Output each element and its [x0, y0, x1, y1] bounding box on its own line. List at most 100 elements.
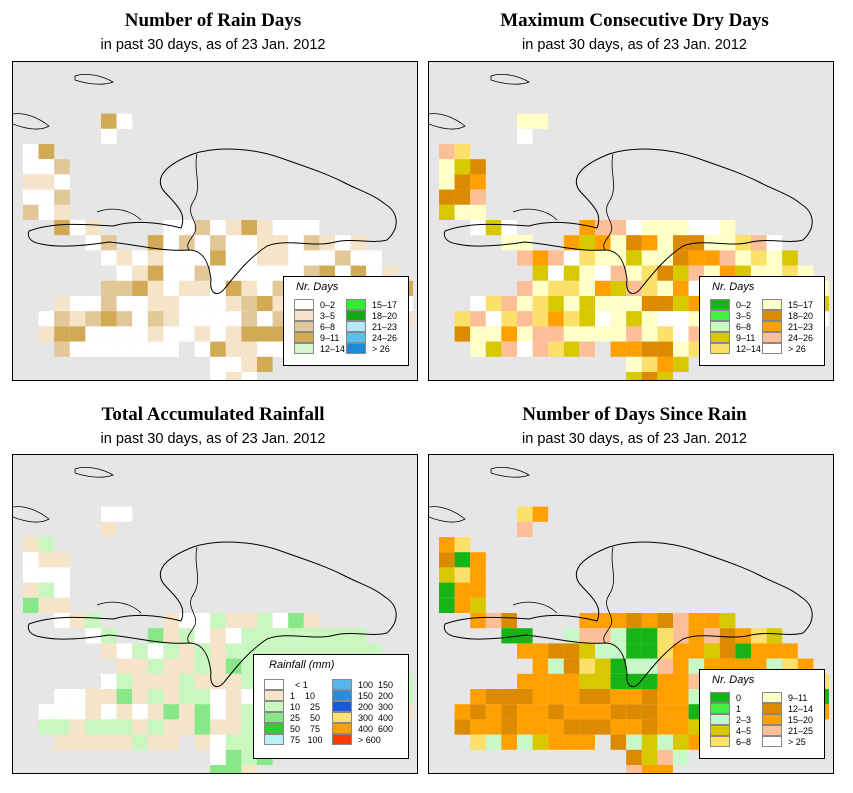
grid-cell	[719, 613, 736, 629]
legend-label: 400 600	[358, 723, 394, 734]
grid-cell	[532, 704, 549, 720]
grid-cell	[517, 128, 533, 144]
grid-cell	[470, 296, 486, 312]
coastline	[443, 541, 813, 688]
legend-item: > 26	[346, 343, 390, 354]
grid-cell	[610, 250, 627, 266]
legend-swatch	[294, 343, 314, 354]
grid-cell	[532, 280, 549, 296]
grid-cell	[657, 296, 673, 312]
grid-cell	[610, 628, 627, 644]
grid-cell	[54, 552, 70, 568]
grid-cell	[23, 204, 39, 220]
grid-cell	[163, 280, 179, 296]
grid-cell	[719, 235, 736, 251]
grid-cell	[225, 250, 242, 266]
grid-cell	[225, 658, 242, 674]
grid-cell	[132, 704, 148, 720]
grid-cell	[194, 658, 211, 674]
legend-label: 300 400	[358, 712, 394, 723]
grid-cell	[579, 734, 595, 750]
legend-label: 9–11	[320, 332, 340, 343]
grid-cell	[595, 280, 611, 296]
grid-cell	[210, 341, 226, 357]
legend-swatch	[710, 332, 730, 343]
grid-cell	[23, 537, 39, 553]
grid-cell	[501, 628, 517, 644]
grid-cell	[595, 311, 611, 327]
grid-cell	[454, 597, 471, 613]
grid-cell	[657, 673, 673, 689]
grid-cell	[38, 204, 55, 220]
grid-cell	[241, 250, 257, 266]
legend-item: 150 200	[332, 690, 393, 701]
grid-cell	[626, 356, 642, 372]
grid-cell	[101, 280, 117, 296]
grid-cell	[485, 704, 502, 720]
grid-cell	[454, 159, 471, 175]
grid-cell	[485, 326, 502, 342]
legend-item: 9–11	[294, 332, 339, 343]
grid-cell	[579, 689, 595, 705]
grid-cell	[501, 689, 517, 705]
grid-cell	[626, 704, 642, 720]
grid-cell	[439, 537, 455, 553]
grid-cell	[735, 643, 751, 659]
grid-cell	[657, 372, 673, 380]
grid-cell	[595, 326, 611, 342]
grid-cell	[23, 597, 39, 613]
grid-cell	[641, 628, 658, 644]
grid-cell	[69, 311, 86, 327]
grid-cell	[101, 326, 117, 342]
legend-item: 21–23	[346, 321, 397, 332]
grid-cell	[673, 704, 689, 720]
legend-swatch	[264, 712, 284, 723]
grid-cell	[210, 628, 226, 644]
legend-item: 9–11	[762, 692, 807, 703]
grid-cell	[595, 296, 611, 312]
grid-cell	[225, 296, 242, 312]
legend-label: 9–11	[788, 692, 808, 703]
grid-cell	[225, 356, 242, 372]
grid-cell	[735, 235, 751, 251]
grid-cell	[641, 613, 658, 629]
grid-cell	[132, 326, 148, 342]
grid-cell	[719, 643, 736, 659]
grid-cell	[85, 326, 101, 342]
grid-cell	[101, 341, 117, 357]
grid-cell	[54, 341, 70, 357]
grid-cell	[454, 144, 471, 160]
grid-cell	[116, 326, 133, 342]
legend-item: 300 400	[332, 712, 393, 723]
grid-cell	[147, 643, 164, 659]
grid-cell	[194, 704, 211, 720]
legend: Nr. Days 0–2 3–5 6–8 9–11 12–14 15–17 18–20 21–…	[699, 276, 825, 366]
grid-cell	[657, 749, 673, 765]
grid-cell	[595, 643, 611, 659]
grid-cell	[470, 582, 486, 598]
grid-cell	[116, 689, 133, 705]
legend-swatch	[332, 734, 352, 745]
grid-cell	[241, 280, 257, 296]
grid-cell	[132, 658, 148, 674]
grid-cell	[626, 628, 642, 644]
gonave-island	[96, 208, 142, 221]
grid-cell	[194, 643, 211, 659]
grid-cell	[54, 704, 70, 720]
grid-cell	[579, 326, 595, 342]
grid-cell	[194, 341, 211, 357]
grid-cell	[85, 734, 101, 750]
grid-cell	[194, 613, 211, 629]
grid-cell	[579, 280, 595, 296]
grid-cell	[241, 356, 257, 372]
grid-cell	[532, 719, 549, 735]
grid-cell	[719, 628, 736, 644]
legend-label: 12–14	[788, 703, 814, 714]
grid-cell	[38, 326, 55, 342]
grid-cell	[673, 296, 689, 312]
grid-cell	[657, 265, 673, 281]
grid-cell	[163, 689, 179, 705]
grid-cell	[257, 220, 273, 236]
grid-cell	[101, 704, 117, 720]
legend-swatch	[762, 332, 782, 343]
